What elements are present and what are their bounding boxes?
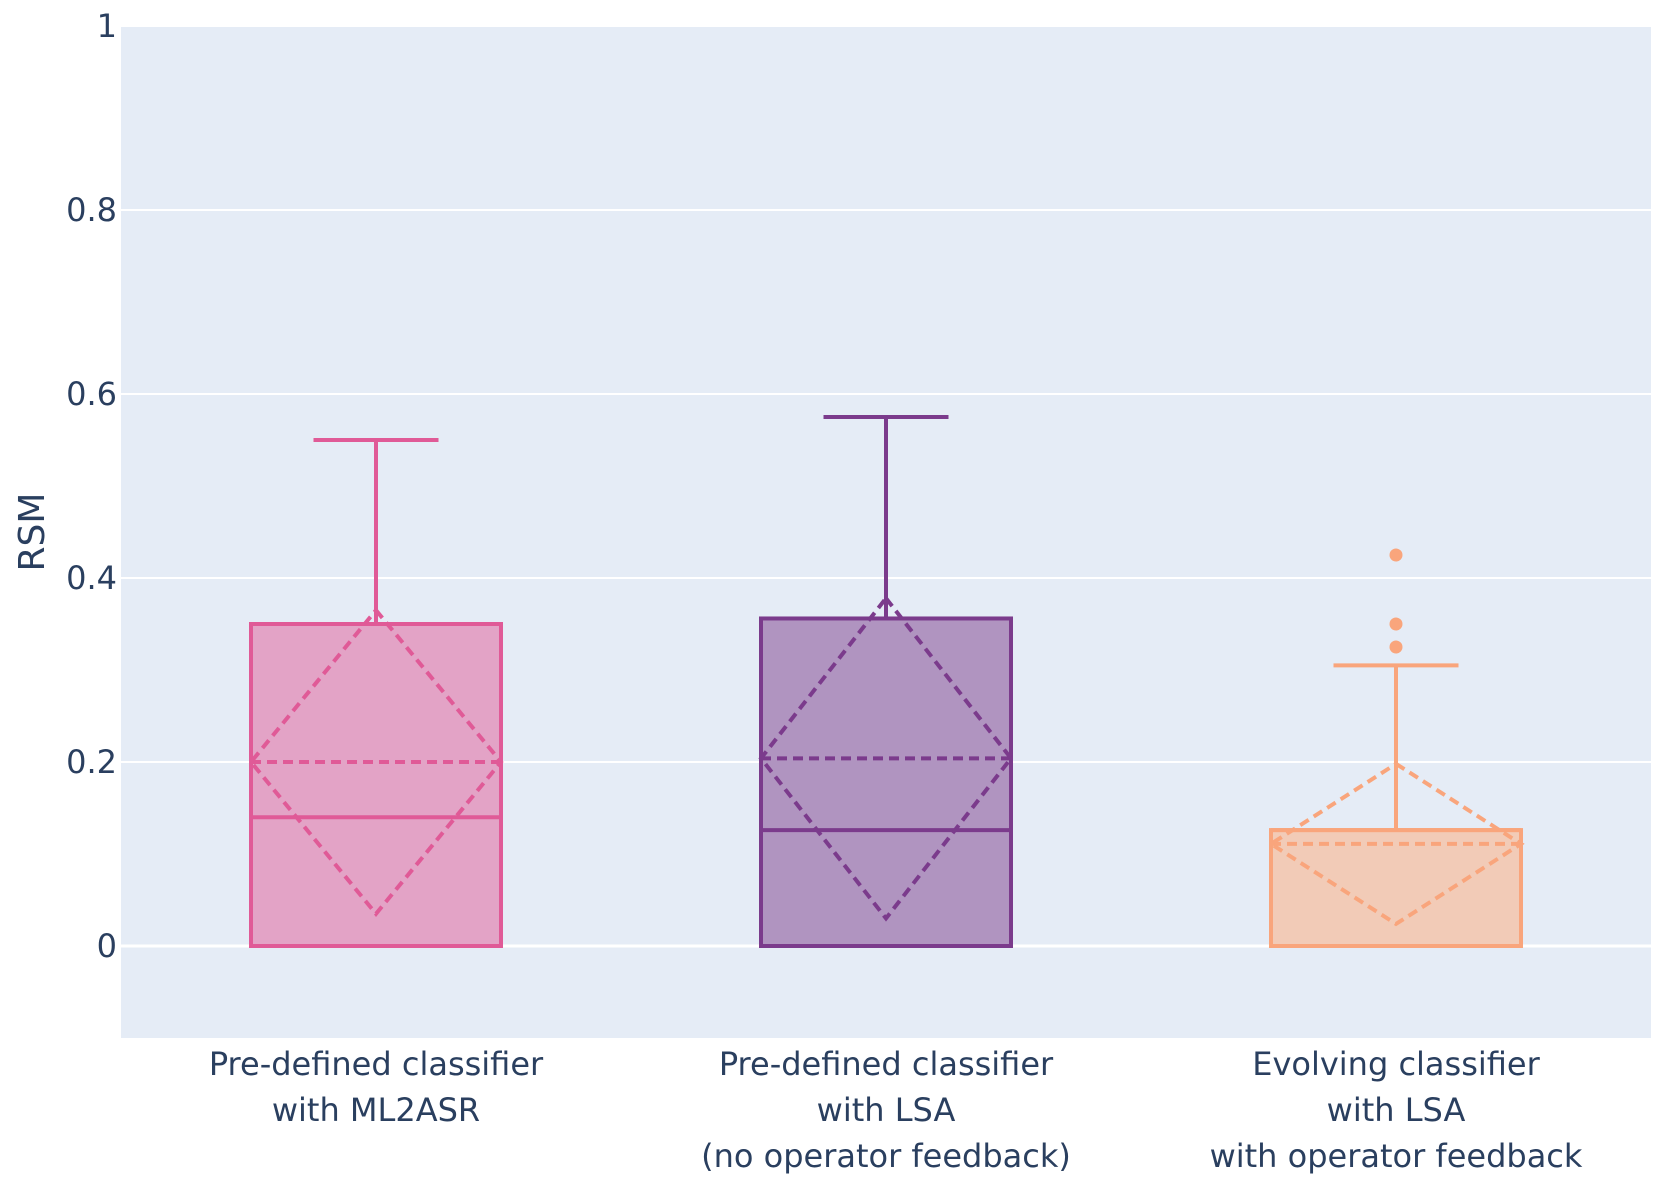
category-label-2-line-3: (no operator feedback) [701, 1137, 1071, 1175]
category-label-1-line-1: Pre-defined classifier [209, 1045, 544, 1083]
boxes [248, 415, 1525, 949]
box-group-2 [758, 415, 1014, 948]
y-tick-label-1: 0.2 [66, 743, 117, 781]
category-label-1-line-2: with ML2ASR [272, 1091, 480, 1129]
y-tick-label-0: 0 [97, 927, 117, 965]
category-label-2: Pre-defined classifier with LSA (no operat… [701, 1045, 1071, 1175]
category-label-3-line-2: with LSA [1327, 1091, 1466, 1129]
category-labels: Pre-defined classifier with ML2ASRPre-def… [209, 1045, 1583, 1175]
category-label-2-line-1: Pre-defined classifier [719, 1045, 1054, 1083]
box-1 [249, 622, 503, 948]
sd-diamond-3 [1267, 761, 1525, 927]
category-label-3-line-3: with operator feedback [1210, 1137, 1583, 1175]
sd-diamond-1 [248, 607, 504, 917]
category-label-2-line-2: with LSA [817, 1091, 956, 1129]
sd-diamond-2 [758, 594, 1014, 922]
y-tick-labels: 0 0.2 0.4 0.6 0.8 1 [66, 7, 117, 965]
y-tick-label-4: 0.8 [66, 191, 117, 229]
outlier-point-3-2 [1389, 617, 1403, 631]
y-tick-label-2: 0.4 [66, 559, 117, 597]
outlier-point-3-3 [1389, 640, 1403, 654]
box-group-3 [1267, 548, 1525, 949]
y-tick-label-3: 0.6 [66, 375, 117, 413]
category-label-3: Evolving classifier with LSA with operator… [1210, 1045, 1583, 1175]
box-group-1 [248, 438, 504, 948]
y-tick-label-5: 1 [97, 7, 117, 45]
category-label-3-line-1: Evolving classifier [1252, 1045, 1540, 1083]
outlier-point-3-1 [1389, 548, 1403, 562]
box-2 [759, 616, 1013, 948]
box-3 [1269, 828, 1523, 949]
y-axis-title: RSM [12, 493, 53, 572]
category-label-1: Pre-defined classifier with ML2ASR [209, 1045, 544, 1129]
